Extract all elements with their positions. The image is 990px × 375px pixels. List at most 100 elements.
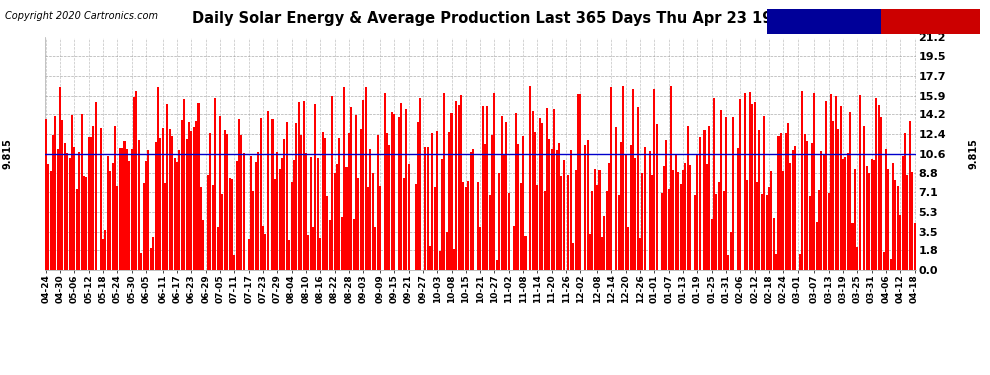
Bar [689, 165, 691, 270]
Bar [804, 134, 806, 270]
Bar [226, 134, 228, 270]
Bar [288, 240, 290, 270]
Bar [534, 132, 536, 270]
Bar [897, 186, 899, 270]
Bar [248, 239, 249, 270]
Bar [716, 194, 718, 270]
Bar [173, 158, 175, 270]
Bar [572, 243, 574, 270]
Bar [687, 126, 689, 270]
Bar [298, 102, 300, 270]
Bar [753, 102, 755, 270]
Bar [286, 122, 288, 270]
Bar [882, 252, 884, 270]
Bar [818, 190, 820, 270]
Bar [740, 99, 742, 270]
Bar [914, 223, 916, 270]
Bar [868, 173, 870, 270]
Bar [679, 184, 682, 270]
Bar [185, 140, 187, 270]
Bar [457, 105, 459, 270]
Bar [469, 152, 471, 270]
Bar [562, 160, 564, 270]
Bar [384, 93, 386, 270]
Bar [68, 158, 70, 270]
Bar [315, 104, 317, 270]
Bar [350, 106, 352, 270]
Bar [59, 87, 61, 270]
Bar [236, 161, 238, 270]
Bar [80, 114, 82, 270]
Bar [849, 112, 851, 270]
Bar [181, 120, 183, 270]
Bar [281, 158, 283, 270]
Bar [219, 116, 221, 270]
Bar [472, 149, 474, 270]
Bar [751, 104, 753, 270]
Bar [460, 95, 462, 270]
Bar [532, 111, 534, 270]
Bar [145, 161, 147, 270]
Bar [599, 170, 601, 270]
Bar [202, 220, 204, 270]
Bar [775, 254, 777, 270]
Bar [210, 132, 212, 270]
Text: Daily Solar Energy & Average Production Last 365 Days Thu Apr 23 19:28: Daily Solar Energy & Average Production … [192, 11, 798, 26]
Bar [787, 123, 789, 270]
Bar [623, 86, 625, 270]
Bar [728, 255, 730, 270]
Bar [586, 140, 589, 270]
Bar [143, 183, 145, 270]
Bar [126, 149, 128, 270]
Bar [725, 117, 727, 270]
Bar [176, 162, 178, 270]
Bar [238, 119, 241, 270]
Bar [234, 255, 236, 270]
Bar [357, 178, 359, 270]
Bar [520, 183, 522, 270]
Bar [648, 150, 650, 270]
Bar [539, 118, 541, 270]
Bar [887, 169, 889, 270]
Bar [479, 227, 481, 270]
Bar [644, 147, 645, 270]
Bar [141, 253, 143, 270]
Bar [873, 160, 875, 270]
Bar [863, 126, 865, 270]
Bar [606, 191, 608, 270]
Bar [420, 98, 422, 270]
Bar [257, 152, 259, 270]
Bar [369, 148, 371, 270]
Bar [744, 93, 746, 270]
Bar [892, 163, 894, 270]
Bar [611, 87, 613, 270]
Bar [515, 114, 517, 270]
Bar [124, 141, 126, 270]
Bar [782, 171, 784, 270]
Bar [814, 93, 816, 270]
Bar [508, 193, 510, 270]
Bar [102, 239, 104, 270]
Bar [555, 150, 557, 270]
Bar [56, 149, 58, 270]
Bar [48, 164, 50, 270]
Bar [336, 164, 338, 270]
Text: Average  (kWh): Average (kWh) [778, 16, 869, 27]
Bar [262, 226, 264, 270]
Bar [608, 162, 610, 270]
Bar [439, 251, 441, 270]
Bar [45, 119, 47, 270]
Bar [733, 117, 735, 270]
Bar [231, 179, 233, 270]
Bar [880, 117, 882, 270]
Bar [73, 147, 75, 270]
Bar [838, 129, 840, 270]
Bar [758, 130, 760, 270]
Bar [665, 140, 667, 270]
Bar [792, 150, 794, 270]
Bar [229, 178, 231, 270]
Bar [156, 87, 159, 270]
Bar [806, 141, 808, 270]
Bar [660, 193, 662, 270]
Bar [799, 254, 801, 270]
